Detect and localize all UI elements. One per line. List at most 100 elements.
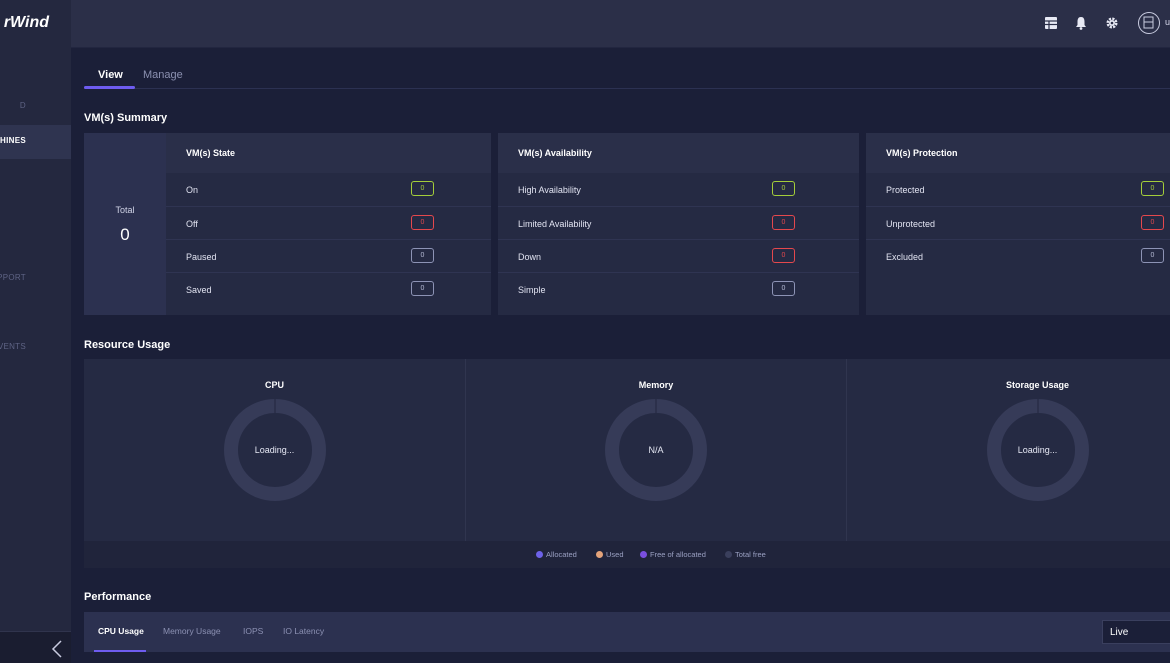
status-badge: 0 [1141, 181, 1164, 196]
row-label: Down [518, 252, 542, 262]
storage-center-text: Loading... [1017, 445, 1058, 455]
vm-total-box: Total 0 [84, 133, 166, 315]
availability-row-high[interactable]: High Availability 0 [498, 173, 859, 206]
vm-protection-card: VM(s) Protection Protected 0 Unprotected… [866, 133, 1170, 315]
card-title: VM(s) State [186, 148, 236, 158]
legend-free-of-allocated: Free of allocated [640, 550, 706, 559]
active-tab-indicator [84, 86, 135, 89]
status-badge: 0 [411, 281, 434, 296]
row-label: High Availability [518, 185, 581, 195]
cpu-panel: CPU Loading... [84, 359, 465, 541]
card-header: VM(s) Availability [498, 133, 859, 173]
usage-legend: Allocated Used Free of allocated Total f… [84, 541, 1170, 568]
brand-logo[interactable]: rWind [0, 0, 71, 48]
sidebar-collapse-button[interactable] [0, 631, 71, 663]
status-badge: 0 [772, 215, 795, 230]
panel-title: CPU [264, 380, 284, 390]
row-label: Excluded [886, 252, 924, 262]
tab-iops[interactable]: IOPS [243, 626, 264, 636]
storage-donut-chart [987, 399, 1089, 501]
total-value: 0 [120, 225, 130, 244]
top-bar: u [71, 0, 1170, 48]
table-icon[interactable] [1043, 15, 1059, 31]
view-tabs: View Manage [84, 62, 1170, 89]
vm-summary-title: VM(s) Summary [84, 112, 168, 124]
sidebar-item-label: ACHINES [0, 136, 26, 145]
card-header: VM(s) State [166, 133, 491, 173]
resource-usage-title: Resource Usage [84, 339, 171, 351]
panel-title: Storage Usage [1005, 380, 1070, 390]
state-row-saved[interactable]: Saved 0 [166, 272, 491, 305]
storage-panel: Storage Usage Loading... [846, 359, 1170, 541]
vm-state-card: VM(s) State On 0 Off 0 Paused 0 Saved 0 [166, 133, 491, 315]
bell-icon[interactable] [1073, 15, 1089, 31]
cpu-center-text: Loading... [254, 445, 295, 455]
vm-availability-card: VM(s) Availability High Availability 0 L… [498, 133, 859, 315]
legend-dot [536, 551, 543, 558]
sidebar-item-virtual-machines[interactable]: ACHINES [0, 125, 71, 159]
row-label: Simple [518, 285, 546, 295]
brand-text: rWind [3, 14, 49, 31]
state-row-paused[interactable]: Paused 0 [166, 239, 491, 272]
select-value: Live [1110, 627, 1129, 638]
memory-center-text: N/A [648, 445, 664, 455]
panel-title: Memory [638, 380, 674, 390]
row-label: Saved [186, 285, 212, 295]
protection-row-protected[interactable]: Protected 0 [866, 173, 1170, 206]
performance-title: Performance [84, 591, 152, 603]
sidebar-item-label: EVENTS [0, 342, 26, 351]
protection-row-unprotected[interactable]: Unprotected 0 [866, 206, 1170, 239]
row-label: Unprotected [886, 219, 936, 229]
row-label: Paused [186, 252, 217, 262]
row-label: Protected [886, 185, 925, 195]
tab-manage[interactable]: Manage [143, 69, 183, 81]
state-row-on[interactable]: On 0 [166, 173, 491, 206]
sidebar-item-label: & SUPPORT [0, 273, 26, 282]
sidebar-item-events[interactable]: EVENTS [0, 331, 71, 365]
status-badge: 0 [772, 281, 795, 296]
cpu-donut-chart [224, 399, 326, 501]
user-icon [1143, 16, 1154, 29]
status-badge: 0 [772, 181, 795, 196]
row-label: On [186, 185, 199, 195]
legend-label: Used [606, 550, 624, 559]
legend-used: Used [596, 550, 624, 559]
tab-io-latency[interactable]: IO Latency [283, 626, 325, 636]
status-badge: 0 [411, 215, 434, 230]
tab-cpu-usage[interactable]: CPU Usage [98, 626, 144, 636]
status-badge: 0 [1141, 248, 1164, 263]
active-tab-indicator [94, 650, 146, 652]
gear-icon[interactable] [1104, 15, 1120, 31]
total-label: Total [115, 205, 135, 215]
legend-dot [725, 551, 732, 558]
availability-row-limited[interactable]: Limited Availability 0 [498, 206, 859, 239]
availability-row-simple[interactable]: Simple 0 [498, 272, 859, 305]
user-avatar[interactable] [1138, 12, 1160, 34]
time-range-select[interactable]: Live [1102, 620, 1170, 644]
protection-row-excluded[interactable]: Excluded 0 [866, 239, 1170, 272]
sidebar: rWind D ACHINES & SUPPORT EVENTS [0, 0, 71, 663]
card-header: VM(s) Protection [866, 133, 1170, 173]
sidebar-item-support[interactable]: & SUPPORT [0, 262, 71, 296]
user-name[interactable]: u [1165, 17, 1170, 27]
status-badge: 0 [1141, 215, 1164, 230]
card-title: VM(s) Protection [886, 148, 958, 158]
card-title: VM(s) Availability [518, 148, 592, 158]
status-badge: 0 [411, 248, 434, 263]
resource-usage-card: CPU Loading... Memory N/A Storage Usage … [84, 359, 1170, 568]
memory-panel: Memory N/A [465, 359, 846, 541]
legend-allocated: Allocated [536, 550, 577, 559]
legend-total-free: Total free [725, 550, 766, 559]
row-label: Off [186, 219, 198, 229]
tab-memory-usage[interactable]: Memory Usage [163, 626, 221, 636]
tab-view[interactable]: View [98, 69, 123, 81]
legend-label: Free of allocated [650, 550, 706, 559]
chevron-left-icon [51, 640, 62, 658]
state-row-off[interactable]: Off 0 [166, 206, 491, 239]
legend-label: Total free [735, 550, 766, 559]
memory-donut-chart [605, 399, 707, 501]
performance-tabs-bar: CPU Usage Memory Usage IOPS IO Latency L… [84, 612, 1170, 652]
status-badge: 0 [411, 181, 434, 196]
availability-row-down[interactable]: Down 0 [498, 239, 859, 272]
sidebar-item-dashboard[interactable]: D [0, 90, 71, 124]
